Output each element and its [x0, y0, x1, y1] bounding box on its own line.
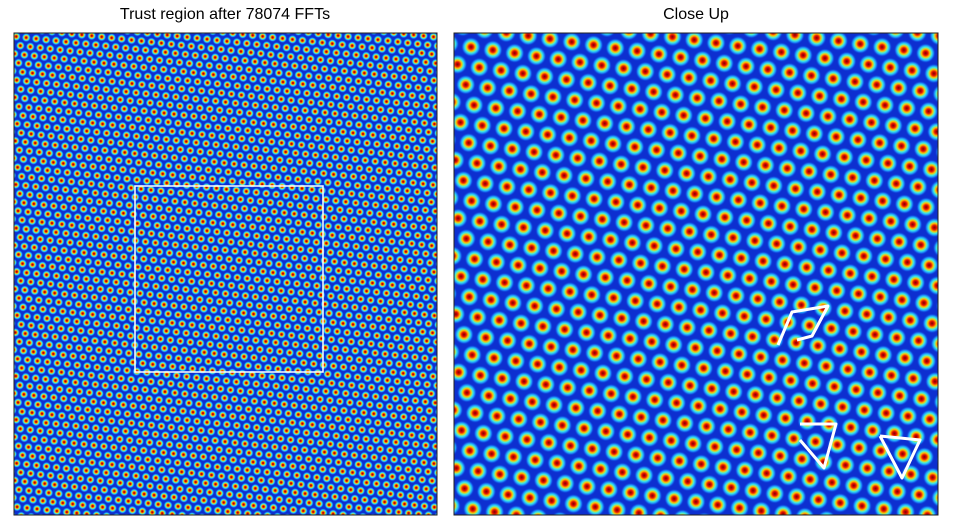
defect-marker	[776, 304, 830, 346]
pattern-image	[453, 32, 939, 516]
left-panel	[13, 32, 438, 516]
zoom-box	[134, 185, 324, 373]
right-panel	[453, 32, 939, 516]
defect-marker	[798, 422, 838, 470]
panel-title: Trust region after 78074 FFTs	[120, 6, 330, 23]
panel-title: Close Up	[663, 6, 729, 23]
defect-marker	[878, 434, 922, 480]
pattern-image	[13, 32, 438, 516]
defect-markers	[776, 304, 922, 480]
